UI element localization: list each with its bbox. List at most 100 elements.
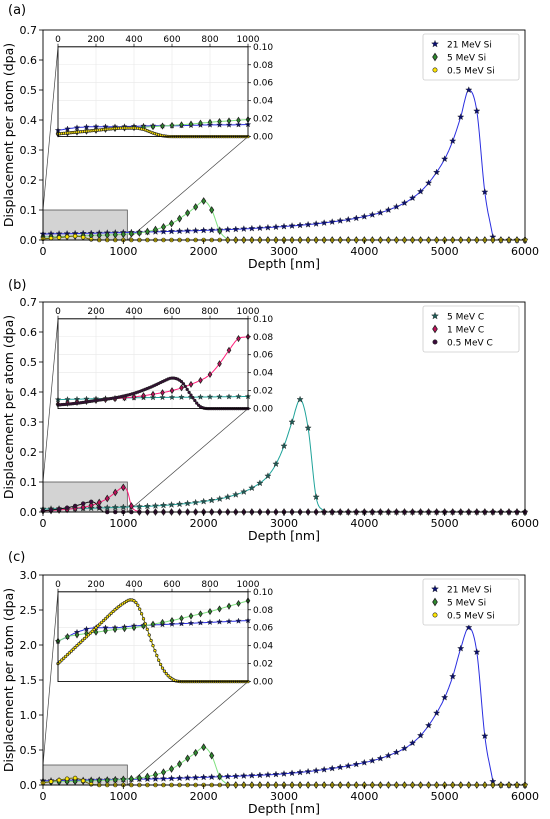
series-marker: [376, 208, 384, 216]
legend-marker: [431, 39, 439, 48]
legend-box: [422, 33, 520, 81]
inset-series-marker: [225, 121, 233, 128]
series-marker: [240, 772, 248, 779]
series-marker: [256, 771, 264, 779]
series-marker: [304, 424, 312, 432]
inset-x-tick-label: 0: [55, 35, 61, 45]
series-marker: [160, 768, 167, 777]
series-marker: [433, 168, 441, 176]
series-marker: [425, 721, 433, 729]
x-axis-label: Depth [nm]: [248, 528, 320, 543]
series-marker: [280, 222, 288, 230]
series-marker: [376, 754, 384, 762]
inset-series-marker: [187, 619, 195, 626]
inset-series-marker: [62, 656, 66, 660]
x-tick-label: 5000: [431, 790, 459, 803]
inset-series-marker: [138, 607, 142, 611]
series-marker: [296, 221, 304, 229]
series-marker: [143, 502, 152, 510]
inset-series-marker: [150, 620, 156, 628]
inset-x-tick-label: 800: [201, 307, 218, 317]
y-tick-label: 0.7: [20, 296, 38, 309]
inset-series-marker: [145, 627, 149, 632]
inset-series-marker: [178, 393, 185, 400]
series-marker: [80, 778, 86, 784]
series-marker: [433, 709, 441, 717]
inset-series-marker: [197, 619, 204, 626]
legend-label: 5 MeV Si: [447, 599, 486, 609]
series-marker: [192, 773, 200, 781]
series-marker: [209, 751, 215, 760]
inset-series-marker: [158, 662, 163, 667]
inset-series-marker: [149, 638, 153, 643]
x-tick-label: 6000: [511, 790, 539, 803]
series-marker: [312, 493, 320, 501]
legend-label: 0.5 MeV C: [447, 339, 493, 349]
x-tick-label: 3000: [270, 517, 298, 530]
series-marker: [384, 206, 393, 214]
series-marker: [272, 770, 280, 778]
zoom-connector-line: [42, 318, 59, 483]
x-tick-label: 1000: [109, 790, 137, 803]
inset-series-marker: [151, 644, 155, 648]
inset-y-tick-label: 0.06: [253, 351, 273, 361]
series-marker: [449, 137, 457, 145]
series-marker: [104, 494, 110, 503]
x-tick-label: 6000: [511, 517, 539, 530]
inset-x-tick-label: 1000: [237, 307, 260, 317]
y-tick-label: 0.0: [20, 506, 38, 519]
y-tick-label: 1.0: [20, 709, 38, 722]
inset-series-marker: [226, 602, 232, 610]
inset-series-marker: [74, 631, 80, 639]
inset-y-tick-label: 0.02: [253, 115, 273, 125]
series-marker: [208, 496, 216, 504]
inset-series-marker: [198, 119, 203, 127]
zoom-connector-line: [127, 681, 249, 786]
inset-series-marker: [236, 599, 241, 608]
series-marker: [56, 235, 62, 240]
series-marker: [200, 773, 208, 781]
series-marker: [449, 672, 457, 680]
inset-series-marker: [179, 384, 184, 392]
y-tick-label: 2.5: [20, 604, 38, 617]
inset-x-tick-label: 200: [87, 35, 104, 45]
series-marker: [201, 743, 207, 752]
inset-series-marker: [160, 122, 165, 130]
inset-series-marker: [207, 608, 213, 616]
inset-series-marker: [188, 380, 194, 388]
inset-series-marker: [235, 617, 242, 624]
x-tick-label: 5000: [431, 245, 459, 258]
series-marker: [272, 223, 280, 231]
inset-x-tick-label: 800: [201, 580, 218, 590]
x-tick-label: 3000: [270, 245, 298, 258]
series-marker: [184, 774, 192, 781]
series-marker: [128, 229, 134, 238]
inset-series-marker: [93, 628, 99, 636]
series-marker: [344, 215, 352, 223]
inset-series-marker: [153, 649, 157, 653]
legend-label: 21 MeV Si: [447, 41, 492, 51]
panel-label: (a): [8, 3, 26, 18]
inset-y-tick-label: 0.10: [253, 588, 273, 598]
inset-y-tick-label: 0.08: [253, 333, 273, 343]
inset-frame-border: [57, 46, 249, 138]
inset-series-marker: [96, 624, 100, 628]
series-marker: [72, 775, 78, 781]
zoom-connector-line: [42, 46, 59, 211]
inset-series-marker: [103, 617, 108, 621]
inset-series-marker: [65, 633, 70, 641]
inset-series-marker: [198, 610, 203, 618]
y-tick-label: 0.0: [20, 234, 38, 247]
series-marker: [408, 194, 417, 202]
series-marker: [128, 774, 134, 783]
x-axis-label: Depth [nm]: [248, 256, 320, 271]
inset-series-marker: [136, 603, 140, 607]
series-marker: [224, 225, 232, 233]
y-tick-label: 0.2: [20, 174, 38, 187]
series-marker: [167, 501, 176, 508]
x-tick-label: 5000: [431, 517, 459, 530]
series-marker: [201, 197, 207, 205]
inset-series-marker: [235, 393, 242, 400]
series-marker: [216, 495, 224, 502]
inset-series-marker: [67, 651, 72, 655]
